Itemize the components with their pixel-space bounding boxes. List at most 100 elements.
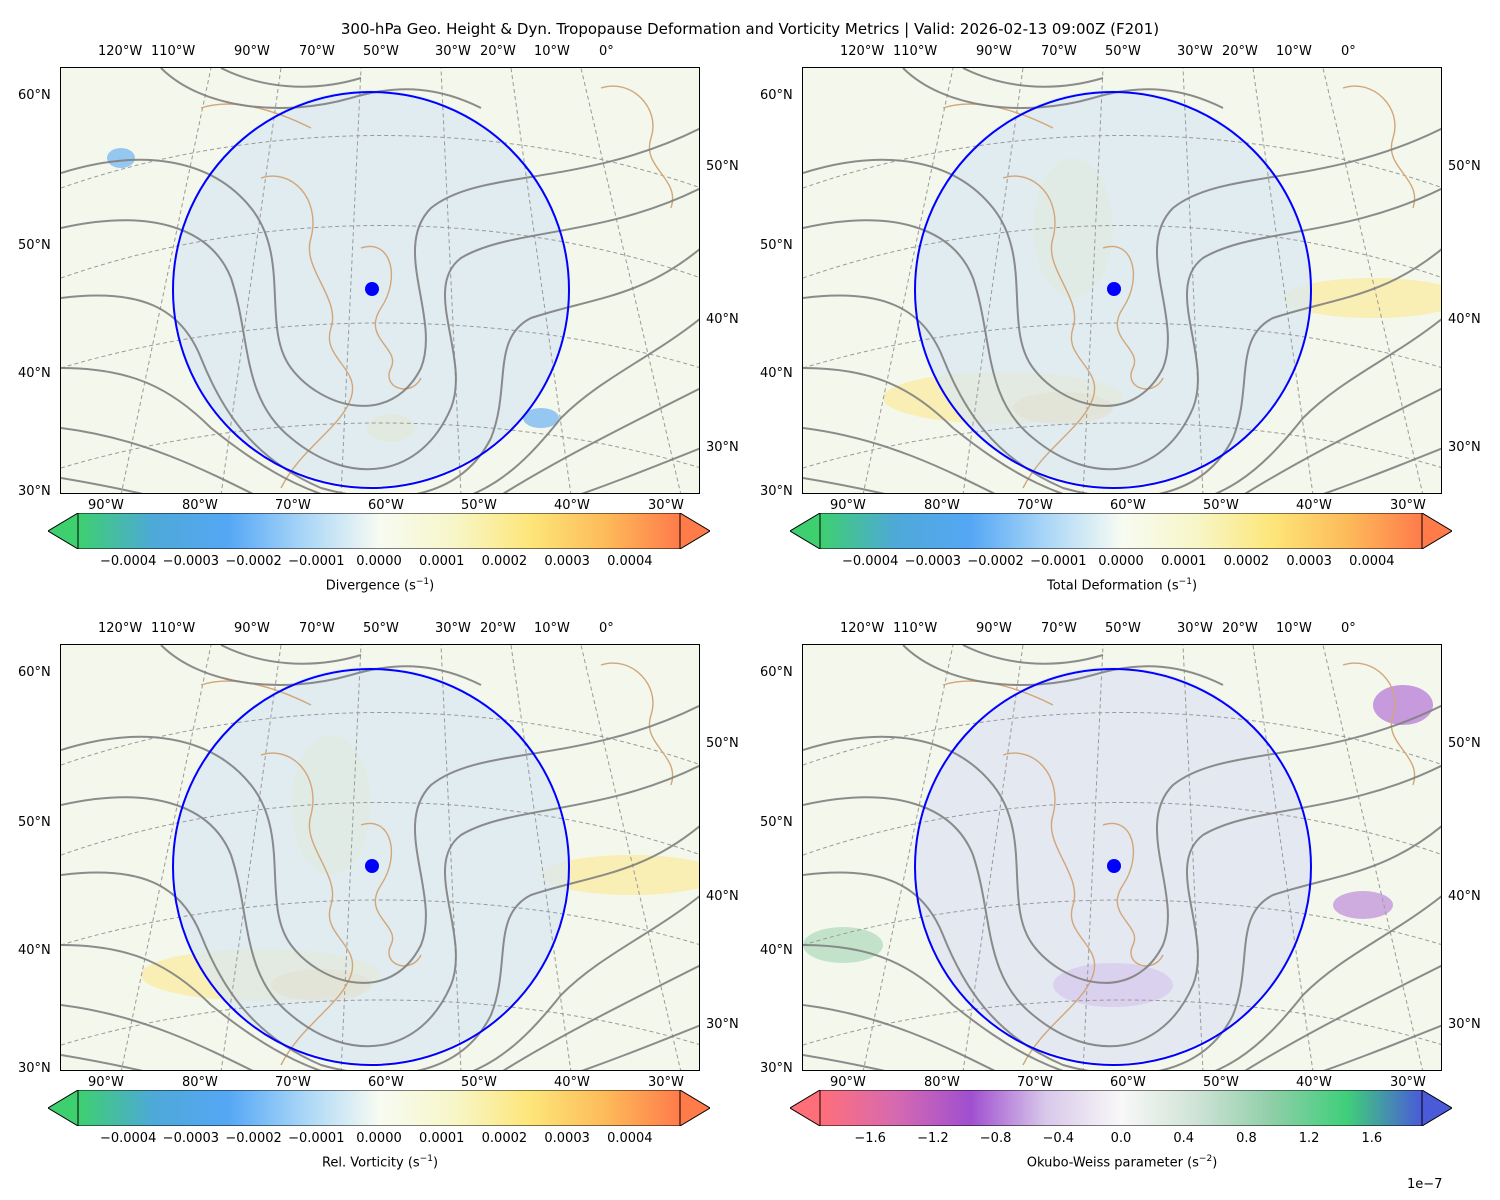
field-shading (523, 408, 559, 428)
graticule-line (220, 68, 282, 493)
height-contour (61, 1024, 699, 1070)
top-longitude-label: 10°W (534, 621, 570, 636)
graticule-line (862, 645, 954, 1070)
left-latitude-label: 60°N (18, 88, 51, 103)
graticule-line (803, 225, 1441, 279)
height-contour (220, 645, 362, 665)
bottom-longitude-label: 60°W (368, 1075, 404, 1090)
bottom-longitude-label: 50°W (461, 1075, 497, 1090)
graticule-line (1182, 645, 1204, 1070)
bottom-longitude-label: 80°W (924, 498, 960, 513)
field-shading (1373, 685, 1433, 725)
bottom-longitude-label: 90°W (88, 1075, 124, 1090)
left-latitude-label: 30°N (760, 1061, 793, 1076)
top-longitude-label: 30°W (1177, 621, 1213, 636)
colorbar-tick-label: 0.0003 (544, 1131, 590, 1146)
coastline (200, 662, 674, 1066)
graticule-line (1082, 68, 1104, 493)
height-contour (803, 1024, 1441, 1070)
colorbar-tick-label: −1.2 (917, 1131, 949, 1146)
radius-circle (914, 91, 1312, 489)
colorbar-max-extension (1421, 1090, 1452, 1126)
right-latitude-label: 50°N (706, 736, 739, 751)
coastline (942, 662, 1416, 1066)
graticule-line (1252, 68, 1314, 493)
colorbar-tick-label: 0.0000 (356, 554, 402, 569)
graticule-line (440, 645, 462, 1070)
colorbar-label-text: Rel. Vorticity (s (321, 1155, 420, 1171)
right-latitude-label: 30°N (706, 1017, 739, 1032)
right-latitude-label: 40°N (706, 312, 739, 327)
colorbar-label: Total Deformation (s−1) (742, 577, 1500, 593)
height-contour (160, 68, 482, 109)
colorbar-tick-label: −0.0004 (99, 1131, 157, 1146)
colorbar-tick-label: 0.0004 (1349, 554, 1395, 569)
radius-circle (172, 91, 570, 489)
top-longitude-label: 90°W (976, 44, 1012, 59)
height-contour (803, 187, 1441, 471)
graticule-line (120, 68, 212, 493)
top-longitude-label: 70°W (299, 621, 335, 636)
map-plot (802, 644, 1442, 1071)
top-longitude-label: 90°W (234, 44, 270, 59)
height-contour (803, 964, 1441, 1070)
bottom-longitude-label: 50°W (1203, 1075, 1239, 1090)
top-longitude-label: 70°W (1041, 621, 1077, 636)
height-contour (962, 68, 1104, 88)
center-marker (365, 859, 379, 873)
colorbar-tick-label: 0.0000 (356, 1131, 402, 1146)
top-longitude-label: 50°W (1105, 44, 1141, 59)
right-latitude-label: 30°N (706, 440, 739, 455)
left-latitude-label: 60°N (760, 665, 793, 680)
height-contour (61, 318, 699, 493)
top-longitude-label: 0° (599, 44, 614, 59)
height-contour (160, 645, 482, 686)
height-contour (803, 825, 1441, 1070)
colorbar-tick-label: 1.2 (1298, 1131, 1320, 1146)
colorbar-max-extension (679, 1090, 710, 1126)
colorbar-min-extension (790, 513, 821, 549)
top-longitude-label: 110°W (893, 621, 938, 636)
top-longitude-label: 10°W (1276, 621, 1312, 636)
graticule-line (510, 68, 572, 493)
bottom-longitude-label: 80°W (924, 1075, 960, 1090)
top-longitude-label: 110°W (893, 44, 938, 59)
bottom-longitude-label: 30°W (648, 1075, 684, 1090)
colorbar-max-extension (679, 513, 710, 549)
right-latitude-label: 50°N (1448, 736, 1481, 751)
colorbar-tick-label: 0.0002 (481, 1131, 528, 1146)
colorbar-label-close: ) (1212, 1155, 1218, 1171)
colorbar-unit-exponent: −2 (1198, 1154, 1213, 1164)
field-shading (1333, 891, 1393, 919)
colorbar-tick-label: −0.4 (1042, 1131, 1075, 1146)
colorbar-tick-label: 0.0004 (607, 554, 653, 569)
bottom-longitude-label: 80°W (182, 498, 218, 513)
colorbar-gradient (77, 1090, 681, 1126)
bottom-longitude-label: 70°W (275, 498, 311, 513)
top-longitude-label: 120°W (98, 44, 143, 59)
colorbar-unit-exponent: −1 (415, 577, 430, 587)
map-canvas (61, 645, 699, 1070)
top-longitude-label: 30°W (435, 44, 471, 59)
graticule-line (803, 135, 1441, 189)
height-contour (902, 68, 1224, 109)
top-longitude-label: 0° (1341, 621, 1356, 636)
radius-circle (172, 668, 570, 1066)
height-contour (803, 764, 1441, 1048)
map-plot (802, 67, 1442, 494)
height-contour (803, 447, 1441, 493)
right-latitude-label: 40°N (1448, 889, 1481, 904)
height-contour (803, 895, 1441, 1070)
top-longitude-label: 120°W (840, 44, 885, 59)
bottom-longitude-label: 70°W (275, 1075, 311, 1090)
colorbar-min-extension (48, 1090, 79, 1126)
bottom-longitude-label: 30°W (648, 498, 684, 513)
colorbar-tick-label: 0.0001 (418, 1131, 465, 1146)
graticule-line (61, 712, 699, 766)
left-latitude-label: 30°N (18, 484, 51, 499)
height-contour (61, 825, 699, 1070)
height-contour (61, 248, 699, 493)
graticule-line (803, 712, 1441, 766)
right-latitude-label: 30°N (1448, 1017, 1481, 1032)
top-longitude-label: 70°W (299, 44, 335, 59)
